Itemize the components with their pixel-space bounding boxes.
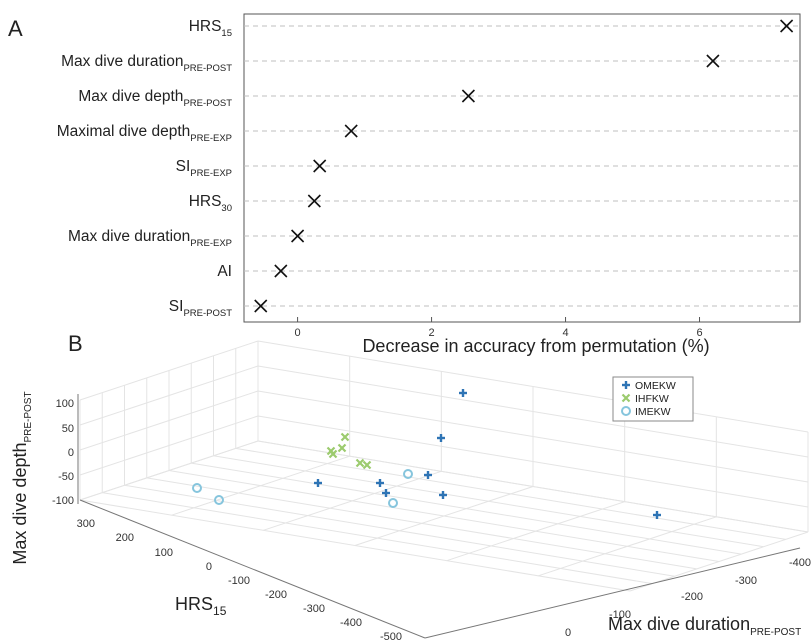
panel-a-marker: [706, 54, 720, 68]
panel-a-x-ticks: 0 2 4 6: [295, 317, 703, 339]
panel-b-gridline: [538, 516, 717, 577]
series-imekw: [192, 469, 413, 508]
panel-a-category-label: HRS15: [189, 18, 232, 39]
imekw-point: [214, 495, 224, 505]
panel-b-axis-ticks: 100500-50-1003002001000-100-200-300-400-…: [52, 398, 811, 643]
panel-b-gridline: [354, 486, 534, 546]
panel-a-marker: [274, 264, 288, 278]
legend-marker-ihfkw: [621, 393, 631, 403]
panel-b-y-tick-label: -300: [303, 603, 325, 615]
legend-marker-omekw: [622, 381, 630, 389]
panel-b-axis-line: [79, 499, 426, 639]
panel-a-markers: [254, 19, 794, 313]
panel-b-x-tick-label: 0: [565, 627, 571, 639]
panel-b-y-tick-label: -400: [340, 617, 362, 629]
panel-a-x-tick-label: 2: [429, 327, 435, 339]
legend-label-omekw: OMEKW: [635, 380, 676, 392]
panel-b-z-axis-title: Max dive depthPRE-POST: [10, 391, 34, 564]
omekw-point: [459, 389, 467, 397]
panel-a-x-tick-label: 0: [295, 327, 301, 339]
panel-a-category-labels: HRS15 Max dive durationPRE-POST Max dive d…: [57, 18, 232, 319]
panel-a-marker: [461, 89, 475, 103]
panel-b-3d-grid: [77, 340, 809, 639]
series-ihfkw: [326, 432, 372, 470]
panel-a-category-label: SIPRE-POST: [169, 298, 232, 319]
panel-a-category-label: AI: [217, 263, 232, 280]
panel-a-marker: [307, 194, 321, 208]
panel-a-category-label: SIPRE-EXP: [176, 158, 232, 179]
panel-a-category-label: Max dive depthPRE-POST: [78, 88, 232, 109]
panel-b-axis-line: [424, 547, 801, 639]
omekw-point: [439, 491, 447, 499]
imekw-point: [388, 498, 398, 508]
panel-a-category-label: Max dive durationPRE-POST: [61, 53, 232, 74]
panel-b-y-tick-label: -500: [380, 631, 402, 643]
ihfkw-point: [337, 443, 347, 453]
panel-a-permutation-importance-chart: HRS15 Max dive durationPRE-POST Max dive d…: [57, 13, 801, 356]
omekw-point: [376, 479, 384, 487]
panel-a-x-axis-title: Decrease in accuracy from permutation (%…: [362, 336, 709, 356]
panel-b-z-tick-label: 50: [62, 423, 74, 435]
omekw-point: [314, 479, 322, 487]
panel-a-gridlines: [244, 25, 800, 307]
series-omekw: [314, 389, 661, 519]
panel-a-marker: [254, 299, 268, 313]
ihfkw-point: [326, 446, 336, 456]
panel-a-marker: [344, 124, 358, 138]
panel-b-y-axis-title: HRS15: [175, 594, 227, 618]
ihfkw-point: [362, 460, 372, 470]
panel-b-x-tick-label: -400: [789, 557, 811, 569]
panel-b-gridline: [446, 501, 625, 562]
panel-b-y-tick-label: -100: [228, 575, 250, 587]
panel-b-y-tick-label: 100: [155, 547, 173, 559]
imekw-point: [192, 483, 202, 493]
panel-a-category-label: Max dive durationPRE-EXP: [68, 228, 232, 249]
legend-label-ihfkw: IHFKW: [635, 393, 669, 405]
panel-b-y-tick-label: 200: [116, 532, 134, 544]
panel-b-gridline: [79, 440, 259, 501]
panel-a-plot-frame: [243, 13, 801, 323]
panel-b-x-tick-label: -300: [735, 575, 757, 587]
ihfkw-point: [340, 432, 350, 442]
panel-b-y-tick-label: -200: [265, 589, 287, 601]
panel-b-y-tick-label: 0: [206, 561, 212, 573]
panel-b-3d-scatter: 100500-50-1003002001000-100-200-300-400-…: [10, 340, 811, 643]
panel-a-category-label: Maximal dive depthPRE-EXP: [57, 123, 232, 144]
panel-b-gridline: [171, 455, 350, 516]
omekw-point: [437, 434, 445, 442]
panel-b-x-tick-label: -200: [681, 591, 703, 603]
panel-a-marker: [313, 159, 327, 173]
panel-b-z-tick-label: 100: [56, 398, 74, 410]
panel-b-letter: B: [68, 331, 83, 356]
panel-a-marker: [780, 19, 794, 33]
panel-b-z-tick-label: -50: [58, 471, 74, 483]
ihfkw-point: [355, 458, 365, 468]
panel-b-z-tick-label: 0: [68, 447, 74, 459]
imekw-point: [403, 469, 413, 479]
panel-b-x-axis-title: Max dive durationPRE-POST: [608, 614, 801, 638]
legend-marker-imekw: [621, 406, 631, 416]
omekw-point: [382, 489, 390, 497]
panel-a-x-tick-label: 6: [696, 327, 702, 339]
panel-a-letter: A: [8, 16, 23, 41]
panel-b-gridline: [263, 470, 442, 531]
omekw-point: [653, 511, 661, 519]
omekw-point: [424, 471, 432, 479]
panel-b-y-tick-label: 300: [77, 518, 95, 530]
panel-a-marker: [291, 229, 305, 243]
panel-b-points: [192, 389, 661, 519]
panel-a-category-label: HRS30: [189, 193, 232, 214]
panel-b-x-tick-label: -100: [609, 609, 631, 621]
panel-b-z-tick-label: -100: [52, 495, 74, 507]
panel-b-axis-titles: Max dive depthPRE-POST HRS15 Max dive dura…: [10, 391, 801, 638]
panel-a-x-tick-label: 4: [562, 327, 568, 339]
legend-label-imekw: IMEKW: [635, 406, 671, 418]
